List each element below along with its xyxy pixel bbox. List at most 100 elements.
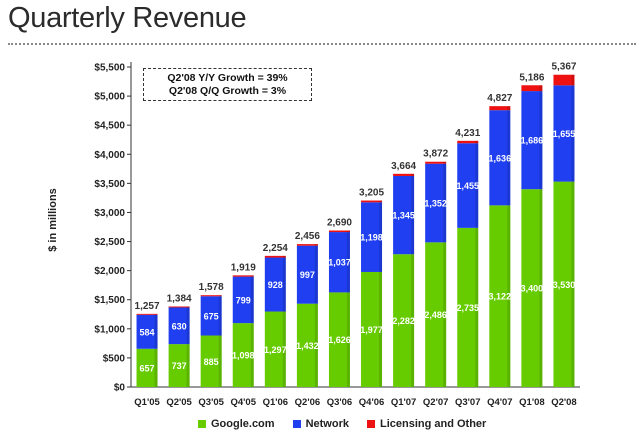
total-value-label: 4,827 bbox=[487, 93, 512, 104]
bar-segment-network bbox=[296, 245, 318, 304]
bar-segment-licensing bbox=[328, 230, 350, 233]
total-value-label: 2,690 bbox=[327, 217, 352, 228]
bar-segment-network bbox=[361, 202, 383, 272]
y-tick-label: $4,000 bbox=[94, 150, 125, 161]
bar-segment-shade bbox=[218, 295, 222, 297]
y-tick-label: $2,000 bbox=[94, 266, 125, 277]
legend-label-licensing: Licensing and Other bbox=[379, 418, 487, 430]
x-tick-label: Q1'07 bbox=[391, 397, 417, 408]
bar-segment-licensing bbox=[168, 306, 190, 308]
bar-segment-shade bbox=[571, 85, 575, 182]
network-value-label: 675 bbox=[204, 311, 219, 321]
y-tick-label: $2,500 bbox=[94, 237, 125, 248]
bar-segment-shade bbox=[250, 275, 254, 277]
network-value-label: 1,037 bbox=[328, 258, 351, 268]
total-value-label: 3,872 bbox=[423, 149, 448, 160]
bar-segment-shade bbox=[539, 91, 543, 190]
bar-segment-shade bbox=[154, 313, 158, 315]
bar-segment-licensing bbox=[425, 161, 447, 164]
bar-segment-licensing bbox=[136, 313, 158, 315]
google-value-label: 1,626 bbox=[328, 335, 351, 345]
y-tick-label: $3,000 bbox=[94, 208, 125, 219]
bar-segment-google bbox=[553, 181, 575, 387]
x-tick-label: Q2'05 bbox=[166, 397, 192, 408]
y-tick-label: $3,500 bbox=[94, 179, 125, 190]
y-tick-label: $1,500 bbox=[94, 295, 125, 306]
bar-segment-licensing bbox=[553, 74, 575, 86]
google-value-label: 1,297 bbox=[264, 345, 287, 355]
bar-segment-licensing bbox=[521, 85, 543, 92]
bar-segment-shade bbox=[154, 314, 158, 349]
google-value-label: 1,432 bbox=[296, 341, 319, 351]
growth-callout: Q2'08 Y/Y Growth = 39% Q2'08 Q/Q Growth … bbox=[143, 68, 312, 101]
network-value-label: 1,636 bbox=[489, 153, 512, 163]
bar-segment-shade bbox=[411, 175, 415, 255]
bar-segment-licensing bbox=[457, 140, 479, 144]
bar-segment-shade bbox=[539, 189, 543, 387]
x-tick-label: Q1'06 bbox=[263, 397, 289, 408]
bar-segment-shade bbox=[282, 255, 286, 258]
y-tick-label: $5,000 bbox=[94, 92, 125, 103]
title-divider bbox=[8, 43, 636, 45]
bar-segment-shade bbox=[314, 244, 318, 246]
google-value-label: 657 bbox=[140, 363, 155, 373]
legend-label-network: Network bbox=[305, 418, 349, 430]
x-tick-label: Q4'05 bbox=[231, 397, 257, 408]
bar-segment-shade bbox=[186, 307, 190, 345]
bar-segment-shade bbox=[539, 85, 543, 92]
bar-segment-shade bbox=[475, 140, 479, 144]
bar-segment-google bbox=[200, 335, 222, 387]
bar-segment-google bbox=[361, 271, 383, 387]
total-value-label: 5,367 bbox=[551, 62, 576, 73]
bar-segment-shade bbox=[282, 311, 286, 387]
google-value-label: 2,486 bbox=[424, 310, 447, 320]
bar-segment-shade bbox=[218, 335, 222, 387]
bar-segment-shade bbox=[314, 245, 318, 304]
google-value-label: 885 bbox=[204, 357, 219, 367]
legend-item-licensing: Licensing and Other bbox=[366, 418, 487, 430]
total-value-label: 3,664 bbox=[391, 161, 416, 172]
bar-segment-shade bbox=[250, 276, 254, 324]
google-value-label: 2,735 bbox=[456, 303, 479, 313]
google-value-label: 3,530 bbox=[553, 280, 576, 290]
network-value-label: 928 bbox=[268, 280, 283, 290]
bar-segment-licensing bbox=[264, 255, 286, 258]
network-value-label: 1,352 bbox=[424, 199, 447, 209]
x-tick-label: Q2'08 bbox=[551, 397, 577, 408]
bar-segment-network bbox=[200, 296, 222, 336]
bar-segment-google bbox=[264, 311, 286, 387]
y-tick-label: $500 bbox=[103, 353, 126, 364]
bar-segment-network bbox=[136, 314, 158, 349]
bar-segment-google bbox=[328, 292, 350, 387]
bar-segment-licensing bbox=[361, 200, 383, 203]
x-tick-label: Q4'06 bbox=[359, 397, 385, 408]
bar-segment-licensing bbox=[296, 244, 318, 246]
bar-segment-network bbox=[168, 307, 190, 345]
bar-segment-shade bbox=[411, 173, 415, 176]
network-value-label: 1,686 bbox=[521, 136, 544, 146]
legend-swatch-google bbox=[198, 420, 206, 428]
bar-segment-shade bbox=[282, 257, 286, 312]
bar-segment-shade bbox=[443, 242, 447, 387]
y-tick-label: $0 bbox=[114, 383, 126, 394]
bar-segment-shade bbox=[411, 254, 415, 387]
bar-segment-network bbox=[264, 257, 286, 312]
x-tick-label: Q3'07 bbox=[455, 397, 481, 408]
total-value-label: 1,578 bbox=[199, 282, 224, 293]
bar-segment-google bbox=[425, 242, 447, 387]
x-tick-label: Q1'08 bbox=[519, 397, 545, 408]
x-tick-label: Q4'07 bbox=[487, 397, 513, 408]
network-value-label: 584 bbox=[140, 327, 155, 337]
bar-segment-google bbox=[168, 344, 190, 387]
bar-segment-google bbox=[521, 189, 543, 387]
bar-segment-network bbox=[328, 232, 350, 293]
bar-segment-google bbox=[489, 205, 511, 387]
bar-segment-shade bbox=[571, 181, 575, 387]
page-title: Quarterly Revenue bbox=[8, 2, 247, 34]
bar-segment-licensing bbox=[393, 173, 415, 176]
bar-segment-shade bbox=[250, 323, 254, 387]
bar-segment-shade bbox=[346, 230, 350, 233]
legend-item-google: Google.com bbox=[198, 418, 275, 430]
bar-segment-network bbox=[521, 91, 543, 190]
